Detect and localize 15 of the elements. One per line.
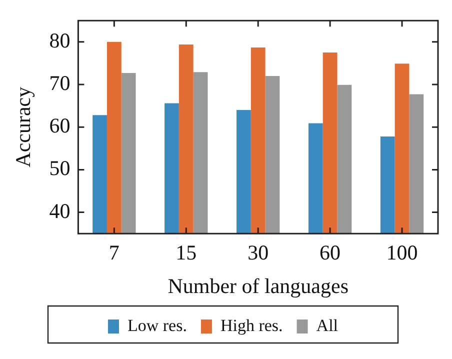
x-tick-label: 30 <box>248 240 269 265</box>
x-tick-label: 100 <box>386 240 418 265</box>
legend-label: Low res. <box>127 316 187 335</box>
x-tick-label: 60 <box>320 240 341 265</box>
y-tick-label: 80 <box>49 28 70 52</box>
y-axis-title: Accuracy <box>11 86 36 168</box>
legend-label: High res. <box>220 316 283 335</box>
y-tick-label: 50 <box>49 156 70 180</box>
legend-label: All <box>316 316 338 335</box>
x-tick-label: 7 <box>108 240 120 265</box>
x-axis-title: Number of languages <box>168 274 348 298</box>
x-tick-label: 15 <box>176 240 197 265</box>
y-tick-label: 70 <box>49 71 70 96</box>
y-tick-label: 40 <box>49 198 70 223</box>
y-tick-label: 60 <box>49 114 70 138</box>
